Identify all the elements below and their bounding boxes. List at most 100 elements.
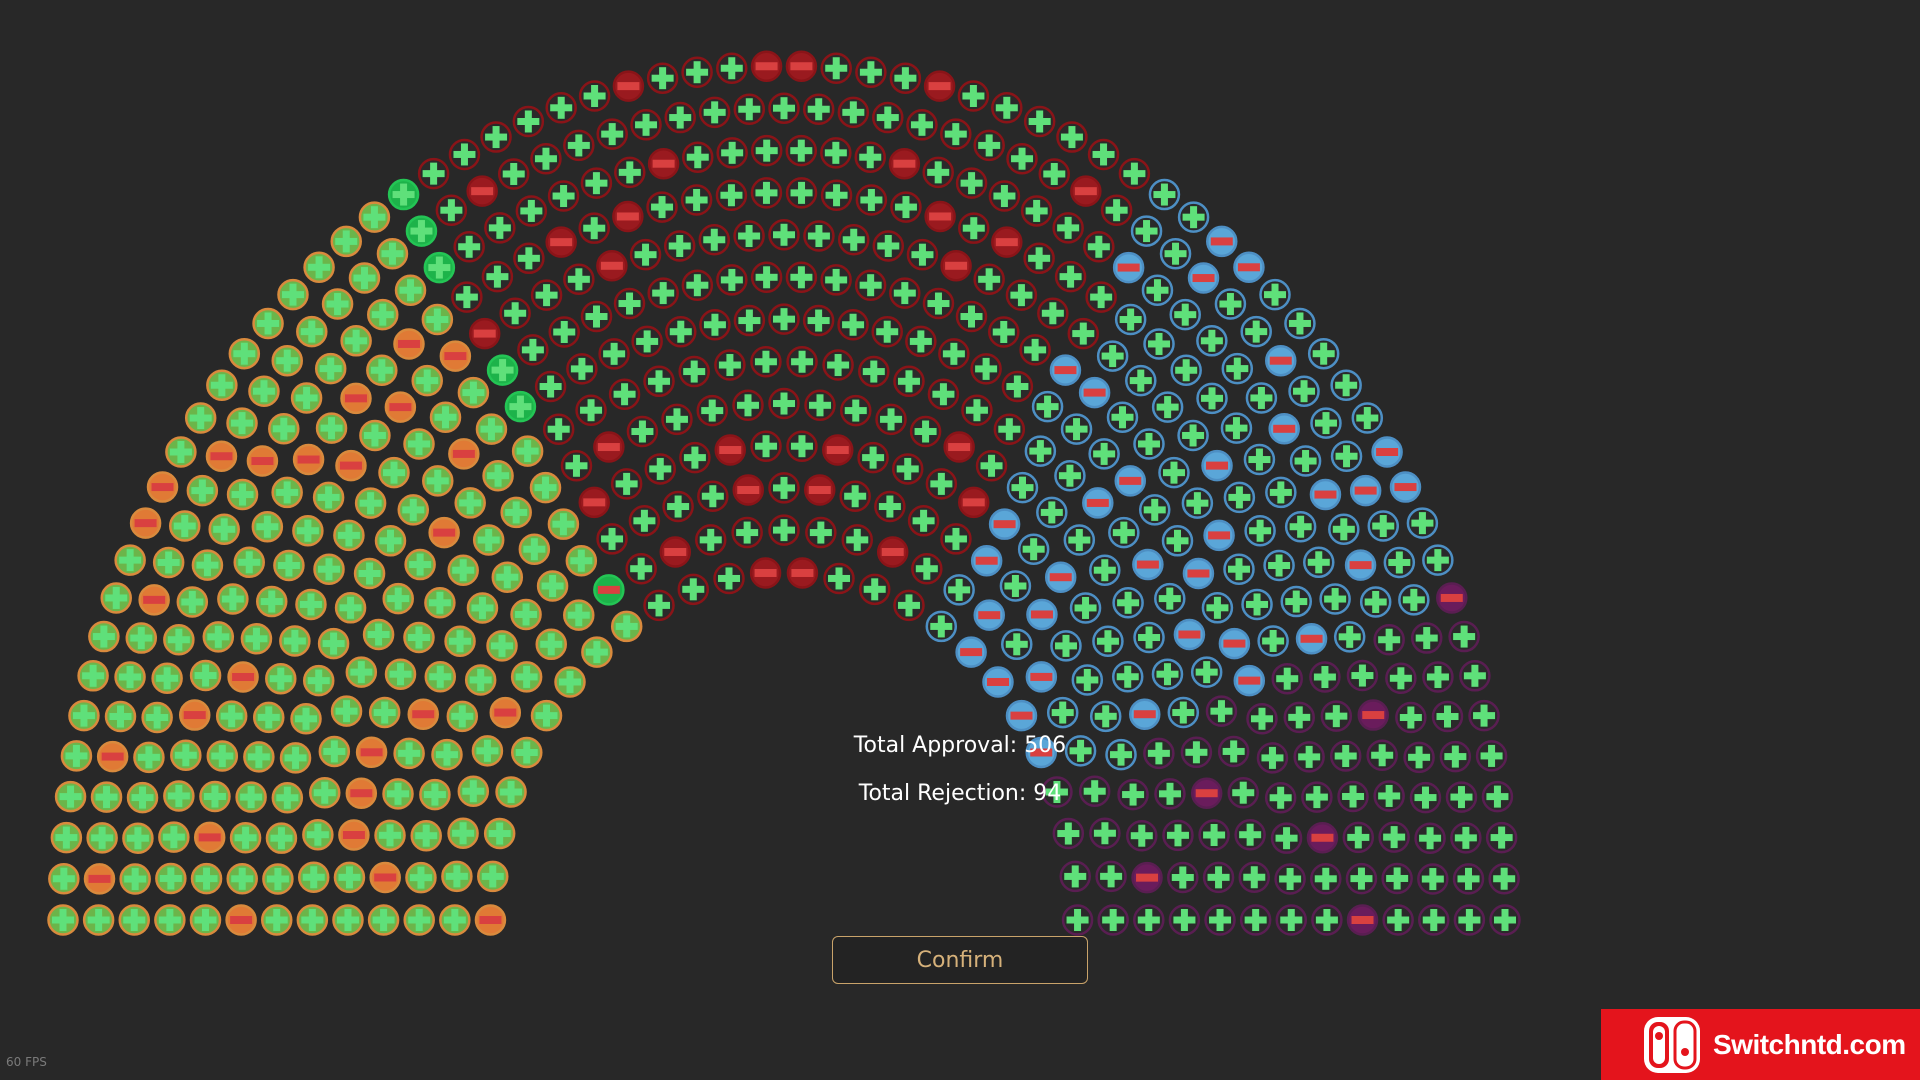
watermark-banner: Switchntd.com (1601, 1009, 1920, 1080)
seat-approve (295, 588, 327, 621)
plus-icon (904, 457, 912, 480)
seat-approve (625, 552, 657, 585)
plus-icon (1166, 782, 1174, 805)
plus-icon (433, 308, 441, 331)
plus-icon (220, 518, 228, 541)
seat-approve (581, 636, 613, 668)
plus-icon (1252, 320, 1260, 343)
plus-icon (366, 562, 374, 585)
plus-icon (153, 706, 161, 729)
seat-reject (1078, 376, 1111, 409)
plus-icon (763, 266, 771, 289)
seat-reject (821, 434, 854, 466)
seat-approve (367, 298, 399, 331)
plus-icon (1407, 706, 1415, 729)
plus-icon (1124, 591, 1132, 614)
plus-icon (939, 383, 947, 406)
plus-icon (728, 141, 736, 164)
plus-icon (390, 461, 398, 484)
minus-icon (1136, 873, 1159, 882)
seat-reject (1201, 449, 1233, 482)
seat-approve (366, 354, 398, 386)
seat-approve (1303, 546, 1335, 579)
seat-approve (958, 212, 990, 244)
plus-icon (1358, 664, 1366, 687)
plus-icon (415, 432, 423, 455)
plus-icon (343, 700, 351, 723)
seat-approve (504, 390, 537, 423)
plus-icon (1230, 740, 1238, 763)
seat-approve (1345, 862, 1378, 895)
seat-reject (1132, 548, 1164, 581)
plus-icon (1137, 369, 1145, 392)
plus-icon (280, 417, 288, 440)
seat-approve (515, 195, 548, 227)
seat-reject (138, 584, 170, 616)
seat-approve (1240, 315, 1272, 348)
plus-icon (307, 593, 315, 616)
minus-icon (790, 62, 813, 71)
plus-icon (375, 623, 383, 646)
seat-approve (596, 118, 628, 150)
seat-approve (1114, 303, 1147, 336)
plus-icon (566, 670, 574, 693)
plus-icon (460, 143, 468, 166)
seat-approve (50, 821, 83, 854)
plus-icon (1210, 823, 1218, 846)
seat-approve (1143, 737, 1175, 770)
seat-approve (243, 741, 275, 773)
plus-icon (255, 745, 263, 768)
seat-approve (90, 781, 123, 813)
plus-icon (543, 704, 551, 727)
seat-approve (265, 662, 297, 695)
seat-approve (114, 544, 146, 576)
plus-icon (1250, 866, 1258, 889)
confirm-button[interactable]: Confirm (832, 936, 1088, 984)
plus-icon (459, 822, 467, 845)
seat-approve (1485, 821, 1518, 854)
seat-reject (1203, 519, 1235, 552)
plus-icon (905, 370, 913, 393)
plus-icon (626, 292, 634, 315)
seat-reject (1357, 699, 1390, 731)
seat-approve (907, 505, 940, 537)
plus-icon (851, 485, 859, 508)
plus-icon (693, 274, 701, 297)
seat-approve (1221, 352, 1254, 385)
seat-reject (973, 599, 1005, 631)
seat-approve (1061, 904, 1094, 936)
seat-approve (1453, 904, 1486, 936)
seat-approve (1052, 817, 1085, 850)
minus-icon (1273, 424, 1296, 433)
seat-approve (1239, 904, 1272, 936)
minus-icon (494, 708, 517, 717)
fps-counter: 60 FPS (6, 1055, 47, 1069)
seat-approve (271, 782, 304, 814)
plus-icon (1003, 96, 1011, 119)
plus-icon (1397, 667, 1405, 690)
plus-icon (1179, 866, 1187, 889)
seat-approve (475, 413, 508, 445)
seat-approve (411, 364, 443, 397)
seat-approve (334, 592, 367, 624)
seat-approve (854, 141, 886, 173)
seat-approve (580, 300, 613, 333)
seat-approve (855, 184, 888, 216)
plus-icon (1182, 359, 1190, 382)
plus-icon (1313, 786, 1321, 809)
seat-approve (403, 428, 435, 460)
plus-icon (494, 464, 502, 487)
plus-icon (238, 867, 246, 890)
seat-approve (1078, 775, 1111, 807)
minus-icon (1349, 561, 1372, 570)
seat-approve (297, 861, 330, 893)
plus-icon (867, 274, 875, 297)
seat-reject (988, 508, 1021, 540)
seat-approve (1092, 625, 1124, 657)
seat-reject (227, 661, 259, 693)
plus-icon (273, 909, 281, 931)
plus-icon (435, 256, 443, 279)
minus-icon (975, 556, 998, 565)
plus-icon (655, 370, 663, 393)
minus-icon (444, 352, 467, 361)
